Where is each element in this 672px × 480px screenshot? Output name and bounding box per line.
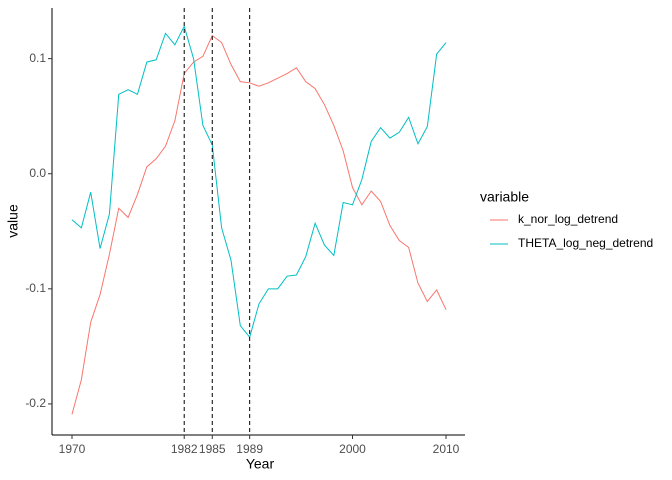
x-tick-label: 1970	[59, 442, 86, 456]
legend-label: THETA_log_neg_detrend	[518, 236, 653, 250]
legend-title: variable	[480, 189, 529, 205]
y-tick-label: 0.0	[29, 166, 46, 180]
y-tick-label: -0.1	[25, 281, 46, 295]
x-tick-label: 2010	[433, 442, 460, 456]
x-tick-label: 1989	[236, 442, 263, 456]
x-axis-title: Year	[246, 456, 275, 472]
x-tick-label: 2000	[339, 442, 366, 456]
y-axis-title: value	[5, 204, 21, 238]
x-tick-label: 1982	[171, 442, 198, 456]
series-line	[71, 25, 447, 339]
x-tick-label: 1985	[199, 442, 226, 456]
y-tick-label: 0.1	[29, 51, 46, 65]
y-tick-label: -0.2	[25, 396, 46, 410]
series-line	[71, 34, 447, 415]
legend-label: k_nor_log_detrend	[518, 212, 618, 226]
